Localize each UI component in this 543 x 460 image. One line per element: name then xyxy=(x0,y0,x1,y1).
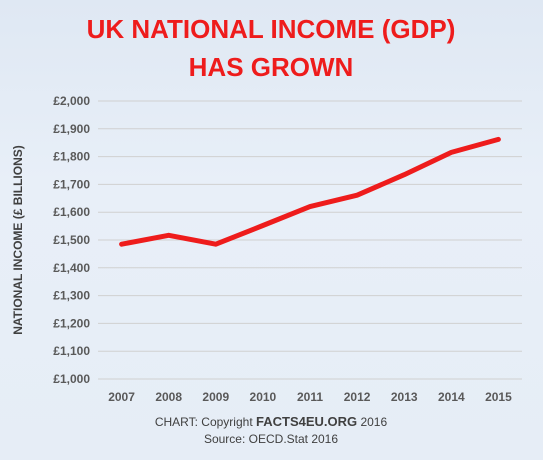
y-tick-label: £1,300 xyxy=(53,289,90,303)
x-tick-label: 2015 xyxy=(485,390,512,404)
gridlines xyxy=(98,100,522,380)
footer-source: Source: OECD.Stat 2016 xyxy=(204,432,338,446)
x-tick-label: 2008 xyxy=(155,390,182,404)
x-tick-label: 2012 xyxy=(344,390,371,404)
x-tick-label: 2014 xyxy=(438,390,465,404)
x-tick-label: 2011 xyxy=(297,390,323,404)
footer-suffix: 2016 xyxy=(357,415,387,429)
y-tick-label: £1,600 xyxy=(53,205,90,219)
series-layer xyxy=(119,136,501,247)
x-tick-label: 2009 xyxy=(202,390,229,404)
y-tick-label: £2,000 xyxy=(53,94,90,108)
y-tick-label: £1,500 xyxy=(53,233,90,247)
x-tick-label: 2007 xyxy=(108,390,135,404)
y-tick-label: £1,800 xyxy=(53,150,90,164)
y-tick-label: £1,700 xyxy=(53,177,90,191)
y-axis-label: NATIONAL INCOME (£ BILLIONS) xyxy=(11,145,25,335)
chart-title-line-1: UK NATIONAL INCOME (GDP) xyxy=(87,14,456,44)
y-tick-label: £1,200 xyxy=(53,316,90,330)
x-tick-labels: 2007 2008 2009 2010 2011 2012 2013 2014 2015 xyxy=(108,390,512,404)
footer-copyright: CHART: Copyright FACTS4EU.ORG 2016 xyxy=(155,414,388,429)
footer-prefix: CHART: Copyright xyxy=(155,415,256,429)
y-tick-label: £1,900 xyxy=(53,122,90,136)
series-line xyxy=(119,136,501,247)
x-tick-label: 2010 xyxy=(250,390,277,404)
y-tick-label: £1,100 xyxy=(53,344,90,358)
footer-brand: FACTS4EU.ORG xyxy=(256,414,357,429)
y-tick-label: £1,400 xyxy=(53,261,90,275)
x-tick-label: 2013 xyxy=(391,390,418,404)
y-tick-label: £1,000 xyxy=(53,372,90,386)
chart-title-line-2: HAS GROWN xyxy=(189,52,354,82)
y-tick-labels: £1,000 £1,100 £1,200 £1,300 £1,400 £1,500 £1,6… xyxy=(53,94,90,386)
